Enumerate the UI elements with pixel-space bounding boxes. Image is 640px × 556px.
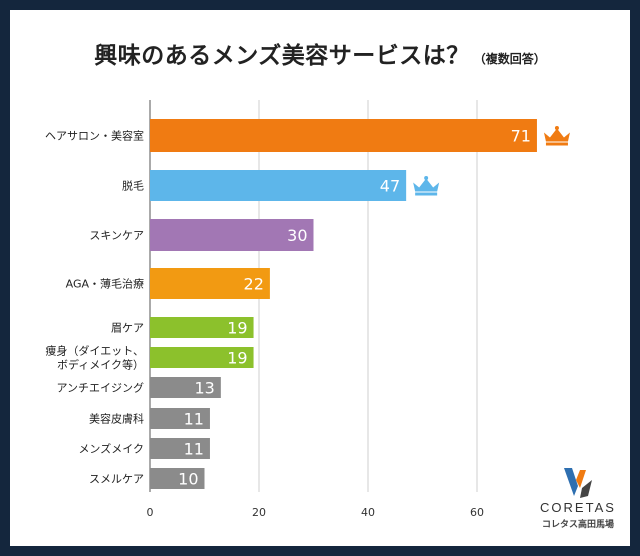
crown-icon-base-1 <box>415 192 438 196</box>
bar-0 <box>150 119 537 152</box>
category-label-2: スキンケア <box>89 229 144 242</box>
chart-title: 興味のあるメンズ美容サービスは？ （複数回答） <box>0 36 640 70</box>
bar-8 <box>150 438 210 459</box>
bar-value-label-9: 10 <box>178 470 198 489</box>
crown-icon-base-0 <box>545 142 568 146</box>
bar-3 <box>150 268 270 299</box>
bar-7 <box>150 408 210 429</box>
category-label-6: アンチエイジング <box>56 381 144 395</box>
chart-panel <box>10 10 630 546</box>
bar-9 <box>150 468 205 489</box>
bar-value-label-2: 30 <box>287 226 307 245</box>
bar-4 <box>150 317 254 338</box>
crown-icon-tip-0 <box>554 126 559 130</box>
category-label-3: AGA・薄毛治療 <box>66 277 144 291</box>
category-label-4: 眉ケア <box>111 322 144 335</box>
coretas-logo: CORETAS コレタス高田馬場 <box>530 466 626 530</box>
bar-1 <box>150 170 407 201</box>
x-tick-label-60: 60 <box>470 506 484 519</box>
coretas-logo-tagline: コレタス高田馬場 <box>541 520 614 530</box>
category-label-1: 脱毛 <box>122 179 144 193</box>
category-label-5: 痩身（ダイエット、ボディメイク等） <box>45 344 144 372</box>
bar-value-label-0: 71 <box>511 127 531 146</box>
bar-value-label-3: 22 <box>244 275 264 294</box>
bar-value-label-6: 13 <box>194 379 214 398</box>
coretas-logo-name: CORETAS <box>540 500 616 515</box>
bar-value-label-1: 47 <box>380 177 400 196</box>
category-label-9: スメルケア <box>89 473 144 486</box>
coretas-logo-icon <box>564 468 592 498</box>
category-label-7: 美容皮膚科 <box>89 412 144 426</box>
chart-subtitle: （複数回答） <box>473 52 546 66</box>
bar-value-label-4: 19 <box>227 319 247 338</box>
crown-icon-tip-1 <box>424 176 429 180</box>
bar-2 <box>150 219 314 251</box>
x-tick-label-0: 0 <box>147 506 154 519</box>
bar-value-label-8: 11 <box>184 440 204 459</box>
category-label-8: メンズメイク <box>78 442 144 456</box>
category-label-0: ヘアサロン・美容室 <box>45 129 144 143</box>
bar-5 <box>150 347 254 368</box>
bar-value-label-5: 19 <box>227 349 247 368</box>
chart-title-main: 興味のあるメンズ美容サービスは？ <box>94 43 470 69</box>
bar-value-label-7: 11 <box>184 410 204 429</box>
x-tick-label-20: 20 <box>252 506 266 519</box>
bar-6 <box>150 377 221 398</box>
crown-icon-0 <box>543 128 570 142</box>
crown-icon-1 <box>413 178 440 192</box>
x-tick-label-40: 40 <box>361 506 375 519</box>
